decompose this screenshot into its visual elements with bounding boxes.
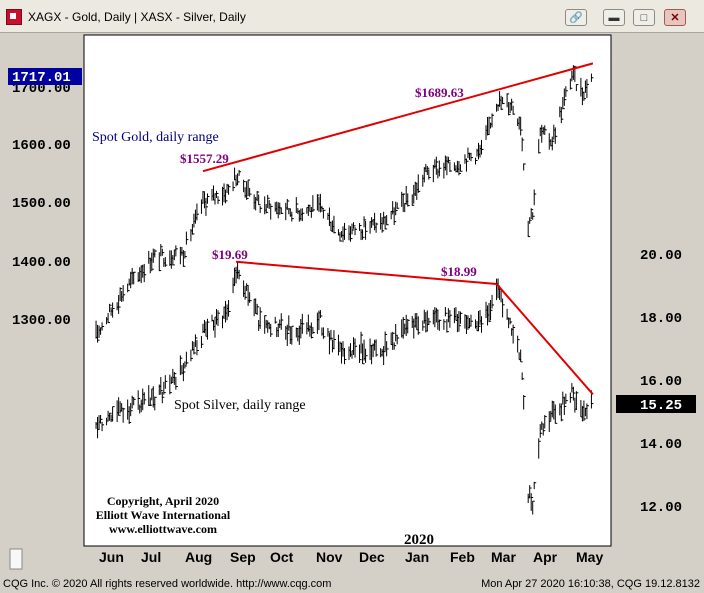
gold-bars bbox=[95, 65, 594, 343]
month-sep: Sep bbox=[230, 549, 256, 565]
link-icon[interactable]: 🔗 bbox=[565, 9, 587, 26]
close-icon[interactable]: ✕ bbox=[664, 9, 686, 26]
minimize-icon[interactable]: ▬ bbox=[603, 9, 625, 26]
year-label: 2020 bbox=[404, 532, 434, 548]
month-oct: Oct bbox=[270, 549, 294, 565]
month-dec: Dec bbox=[359, 549, 385, 565]
silver-tick-14: 14.00 bbox=[640, 437, 682, 453]
month-may: May bbox=[576, 549, 603, 565]
silver-trendline-decline bbox=[495, 283, 594, 395]
month-feb: Feb bbox=[450, 549, 475, 565]
gold-trendline bbox=[202, 62, 594, 173]
month-mar: Mar bbox=[491, 549, 516, 565]
cqg-app-icon bbox=[6, 9, 22, 25]
window-title: XAGX - Gold, Daily | XASX - Silver, Dail… bbox=[28, 10, 246, 24]
copyright-line1: Copyright, April 2020 bbox=[107, 494, 219, 508]
silver-high2-annotation: $18.99 bbox=[441, 264, 477, 279]
silver-tick-20: 20.00 bbox=[640, 248, 682, 264]
month-nov: Nov bbox=[316, 549, 343, 565]
month-jun: Jun bbox=[99, 549, 124, 565]
copyright-line3: www.elliottwave.com bbox=[109, 522, 217, 536]
gold-series-label: Spot Gold, daily range bbox=[92, 130, 219, 145]
copyright-line2: Elliott Wave International bbox=[96, 508, 231, 522]
silver-series-label: Spot Silver, daily range bbox=[174, 398, 306, 413]
gold-high-annotation: $1689.63 bbox=[415, 85, 464, 100]
left-axis: 1700.00 1600.00 1500.00 1400.00 1300.00 … bbox=[8, 68, 82, 329]
maximize-icon[interactable]: □ bbox=[633, 9, 655, 26]
gold-tick-1300: 1300.00 bbox=[12, 313, 71, 329]
gold-tick-1400: 1400.00 bbox=[12, 255, 71, 271]
chart-area: $1557.29 $1689.63 $19.69 $18.99 Spot Gol… bbox=[0, 33, 704, 576]
price-chart: $1557.29 $1689.63 $19.69 $18.99 Spot Gol… bbox=[0, 33, 704, 576]
plot-area bbox=[83, 34, 612, 547]
status-bar: CQG Inc. © 2020 All rights reserved worl… bbox=[0, 576, 704, 593]
gold-tick-1500: 1500.00 bbox=[12, 196, 71, 212]
month-jul: Jul bbox=[141, 549, 161, 565]
window-title-bar: XAGX - Gold, Daily | XASX - Silver, Dail… bbox=[0, 0, 704, 33]
x-axis: 2020 Jun Jul Aug Sep Oct Nov Dec Jan Feb… bbox=[99, 532, 603, 565]
silver-tick-16: 16.00 bbox=[640, 374, 682, 390]
gold-tick-1600: 1600.00 bbox=[12, 138, 71, 154]
scroll-handle[interactable] bbox=[9, 548, 23, 570]
silver-trendline-upper bbox=[235, 260, 497, 285]
silver-last-price-badge bbox=[616, 395, 696, 413]
month-aug: Aug bbox=[185, 549, 212, 565]
silver-last-price: 15.25 bbox=[640, 398, 682, 414]
silver-bars bbox=[95, 261, 594, 515]
silver-tick-12: 12.00 bbox=[640, 500, 682, 516]
gold-low-annotation: $1557.29 bbox=[180, 151, 229, 166]
month-apr: Apr bbox=[533, 549, 558, 565]
gold-last-price: 1717.01 bbox=[12, 70, 71, 86]
silver-tick-18: 18.00 bbox=[640, 311, 682, 327]
month-jan: Jan bbox=[405, 549, 429, 565]
silver-high1-annotation: $19.69 bbox=[212, 247, 248, 262]
status-timestamp: Mon Apr 27 2020 16:10:38, CQG 19.12.8132 bbox=[481, 578, 700, 590]
gold-last-price-badge bbox=[8, 68, 82, 85]
status-copyright: CQG Inc. © 2020 All rights reserved worl… bbox=[3, 578, 332, 590]
right-axis: 20.00 18.00 16.00 14.00 12.00 15.25 bbox=[616, 248, 696, 516]
